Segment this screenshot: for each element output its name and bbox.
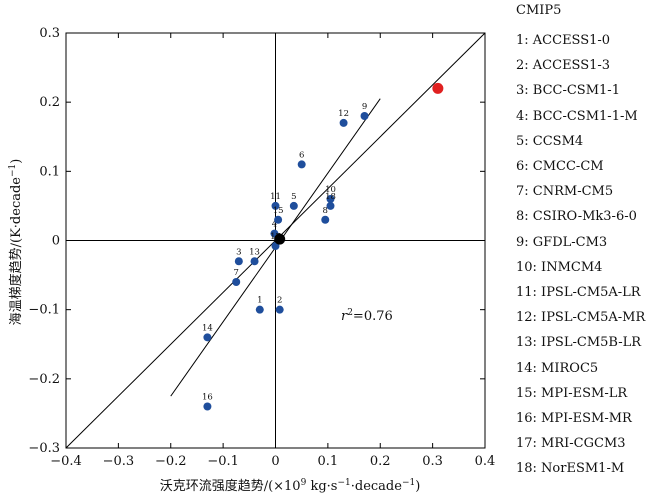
- model-point-label-10: 10: [325, 185, 336, 195]
- legend-item: 17: MRI-CGCM3: [516, 436, 626, 452]
- model-point-6: [297, 160, 306, 169]
- y-tick-label: −0.2: [28, 372, 60, 387]
- model-point-8: [321, 215, 330, 224]
- x-tick-label: 0: [271, 454, 279, 469]
- model-point-label-16: 16: [202, 393, 213, 403]
- legend-item: 8: CSIRO-Mk3-6-0: [516, 209, 637, 225]
- model-point-label-9: 9: [362, 102, 367, 112]
- legend-title: CMIP5: [516, 3, 562, 18]
- y-tick-label: −0.3: [28, 441, 60, 456]
- model-point-12: [339, 118, 348, 127]
- x-axis-title: 沃克环流强度趋势/(×109 kg·s−1·decade−1): [160, 478, 421, 494]
- model-point-label-13: 13: [249, 247, 260, 257]
- legend-item: 2: ACCESS1-3: [516, 58, 611, 74]
- legend-item: 7: CNRM-CM5: [516, 184, 614, 200]
- model-point-16: [203, 402, 212, 411]
- y-axis-ticks: −0.3 −0.2 −0.1 0 0.1 0.2 0.3: [28, 26, 485, 456]
- x-tick-label: −0.4: [50, 454, 82, 469]
- y-tick-label: 0: [52, 234, 60, 249]
- observation-point: [432, 82, 444, 94]
- y-tick-label: −0.1: [28, 303, 60, 318]
- plot-area: 123456789101112131415161718: [65, 32, 486, 449]
- legend-item: 18: NorESM1-M: [516, 461, 625, 477]
- x-tick-label: −0.1: [207, 454, 239, 469]
- x-axis-ticks: −0.4 −0.3 −0.2 −0.1 0 0.1 0.2 0.3 0.4: [50, 33, 495, 469]
- model-point-label-1: 1: [257, 296, 262, 306]
- legend-item: 11: IPSL-CM5A-LR: [516, 285, 641, 300]
- model-point-label-12: 12: [338, 109, 349, 119]
- legend-item: 13: IPSL-CM5B-LR: [516, 335, 642, 351]
- model-point-15: [274, 215, 283, 224]
- model-point-label-15: 15: [273, 206, 284, 216]
- y-tick-label: 0.1: [39, 164, 60, 179]
- x-tick-label: 0.1: [318, 454, 339, 469]
- legend-item: 6: CMCC-CM: [516, 159, 604, 174]
- model-point-18: [326, 201, 335, 210]
- legend-item: 9: GFDL-CM3: [516, 234, 608, 250]
- x-tick-label: −0.2: [155, 454, 187, 469]
- model-point-9: [360, 112, 369, 120]
- legend-item: 16: MPI-ESM-MR: [516, 411, 632, 426]
- model-point-label-14: 14: [202, 323, 213, 333]
- model-point-2: [275, 305, 284, 314]
- model-points: 123456789101112131415161718: [202, 102, 369, 411]
- legend-item: 12: IPSL-CM5A-MR: [516, 310, 646, 326]
- model-point-label-18: 18: [325, 192, 336, 202]
- model-point-7: [232, 278, 241, 286]
- model-point-label-11: 11: [270, 192, 281, 202]
- model-point-13: [250, 257, 259, 266]
- x-tick-label: −0.3: [103, 454, 135, 469]
- model-point-label-6: 6: [299, 150, 304, 160]
- model-point-label-3: 3: [236, 247, 241, 257]
- legend-item: 4: BCC-CSM1-1-M: [516, 108, 638, 124]
- model-point-label-2: 2: [277, 296, 282, 306]
- model-point-3: [234, 257, 243, 266]
- x-tick-label: 0.2: [370, 454, 391, 469]
- model-point-label-4: 4: [272, 220, 277, 230]
- model-point-14: [203, 333, 212, 342]
- legend-item: 3: BCC-CSM1-1: [516, 83, 620, 99]
- legend-item: 1: ACCESS1-0: [516, 33, 611, 48]
- x-tick-label: 0.3: [422, 454, 443, 469]
- x-tick-label: 0.4: [475, 454, 496, 469]
- model-point-11: [271, 201, 280, 210]
- legend-item: 5: CCSM4: [516, 133, 584, 149]
- y-tick-label: 0.3: [39, 26, 60, 41]
- model-point-label-7: 7: [234, 268, 239, 278]
- legend-item: 15: MPI-ESM-LR: [516, 385, 628, 401]
- r-squared-annotation: r2=0.76: [341, 308, 393, 324]
- ensemble-mean-point: [274, 233, 286, 245]
- model-point-1: [255, 305, 264, 314]
- legend-item: 10: INMCM4: [516, 259, 603, 275]
- model-point-label-8: 8: [323, 206, 328, 216]
- model-point-10: [326, 195, 335, 203]
- model-point-5: [289, 201, 298, 210]
- model-point-label-5: 5: [291, 192, 296, 202]
- y-axis-title: 海温梯度趋势/(K·decade−1): [8, 159, 24, 326]
- y-tick-label: 0.2: [39, 95, 60, 110]
- legend-item: 14: MIROC5: [516, 360, 599, 376]
